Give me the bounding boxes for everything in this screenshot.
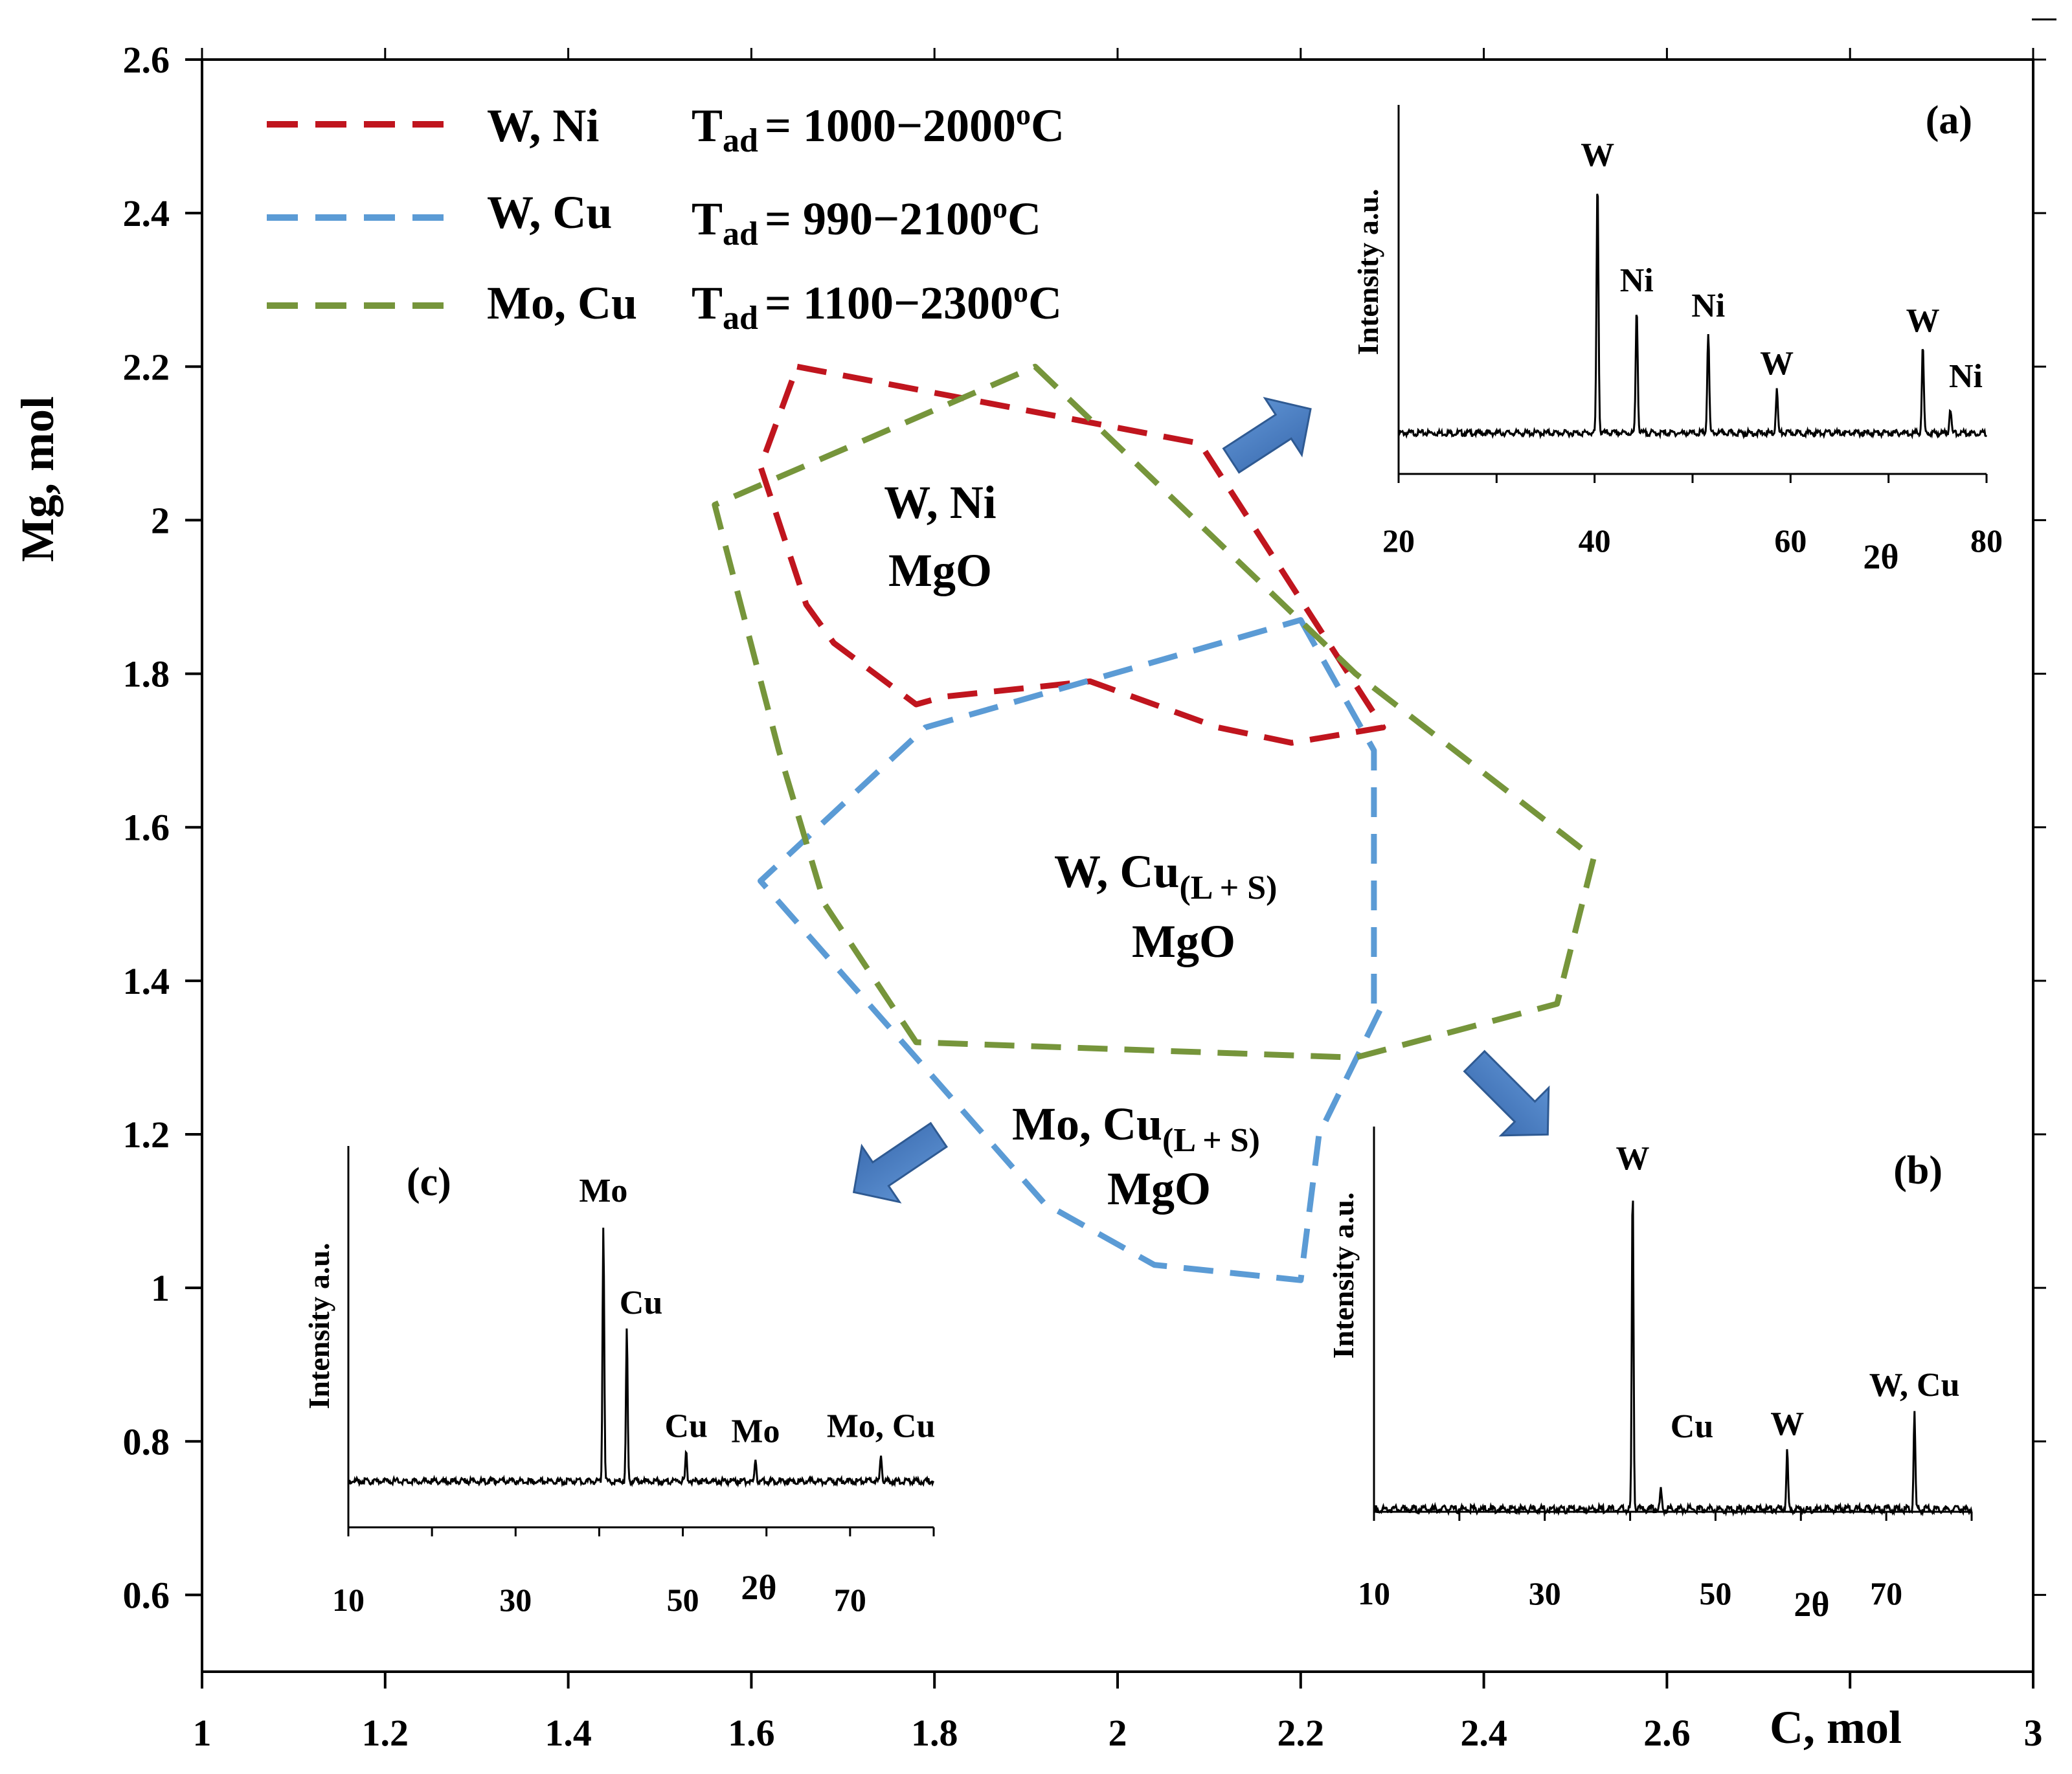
y-tick-label: 2.4 xyxy=(123,192,170,234)
inset-x-tick-label: 20 xyxy=(1382,522,1415,559)
inset-x-tick-label: 10 xyxy=(332,1582,365,1618)
inset-x-tick-label: 30 xyxy=(499,1582,532,1618)
y-tick-label: 0.8 xyxy=(123,1420,170,1463)
xrd-inset-c: 10 30 50 70 Mo Cu Cu Mo Mo, Cu (c) 2θ Intensity a.u… xyxy=(302,1146,935,1618)
xrd-pattern-trace xyxy=(348,1228,935,1488)
arrow-to-inset-a xyxy=(1222,397,1312,474)
peak-label-w: W xyxy=(1581,137,1614,174)
y-axis-title: Mg, mol xyxy=(12,396,63,562)
inset-y-axis-title: Intensity a.u. xyxy=(1327,1193,1360,1359)
inset-x-tick-label: 80 xyxy=(1970,522,2003,559)
legend-entry-mo-cu: Mo, Cu Tad = 1100−2300oC xyxy=(267,275,1062,337)
x-tick-label: 2.2 xyxy=(1278,1712,1325,1754)
xrd-pattern-trace xyxy=(1397,194,1988,440)
xrd-pattern-trace xyxy=(1373,1200,1973,1517)
legend-temp-mo-cu: Tad = 1100−2300oC xyxy=(692,275,1062,337)
peak-label-ni: Ni xyxy=(1620,262,1654,299)
peak-label-ni: Ni xyxy=(1949,358,1983,395)
x-axis-ticks: 1 1.2 1.4 1.6 1.8 2 2.2 2.4 2.6 3 xyxy=(193,48,2043,1754)
inset-x-tick-label: 30 xyxy=(1529,1575,1561,1611)
inset-x-tick-label: 10 xyxy=(1358,1575,1390,1611)
x-tick-label: 1.4 xyxy=(545,1712,592,1754)
region-label-mo-cu-line2: MgO xyxy=(1107,1163,1211,1215)
x-tick-label: 1.2 xyxy=(362,1712,409,1754)
legend: W, Ni Tad = 1000−2000oC W, Cu Tad = 990−21… xyxy=(267,98,1064,337)
peak-label-ni: Ni xyxy=(1691,287,1725,324)
x-tick-label: 1.8 xyxy=(911,1712,958,1754)
arrow-to-inset-b xyxy=(1463,1050,1550,1137)
series-boundary-mo-cu xyxy=(712,363,1597,1061)
legend-label-w-cu: W, Cu xyxy=(487,186,612,238)
series-boundary-w-ni xyxy=(758,363,1386,746)
y-tick-label: 2.2 xyxy=(123,346,170,388)
inset-y-axis-title: Intensity a.u. xyxy=(1351,189,1384,355)
y-tick-label: 1 xyxy=(151,1267,170,1309)
peak-label-cu: Cu xyxy=(620,1285,662,1321)
inset-tag: (b) xyxy=(1893,1149,1942,1193)
region-label-w-ni-line2: MgO xyxy=(888,545,992,596)
series-layer xyxy=(712,363,1597,1283)
region-label-mo-cu: Mo, Cu(L + S) MgO xyxy=(1012,1098,1260,1215)
peak-label-w: W xyxy=(1770,1406,1804,1443)
legend-temp-w-cu: Tad = 990−2100oC xyxy=(692,191,1041,253)
y-tick-label: 1.6 xyxy=(123,807,170,849)
inset-x-axis-title: 2θ xyxy=(1863,537,1898,576)
peak-label-w: W xyxy=(1616,1140,1650,1177)
y-tick-label: 0.6 xyxy=(123,1574,170,1616)
peak-label-w: W xyxy=(1906,302,1940,339)
y-tick-label: 2 xyxy=(151,499,170,541)
x-tick-label: 2 xyxy=(1109,1712,1127,1754)
legend-entry-w-cu: W, Cu Tad = 990−2100oC xyxy=(267,186,1041,253)
region-label-w-cu: W, Cu(L + S) MgO xyxy=(1054,846,1277,967)
x-tick-label: 3 xyxy=(2024,1712,2043,1754)
peak-label-cu: Cu xyxy=(1671,1408,1713,1445)
y-tick-label: 1.2 xyxy=(123,1114,170,1156)
inset-x-tick-label: 40 xyxy=(1579,522,1611,559)
y-axis-ticks: 0.6 0.8 1 1.2 1.4 1.6 1.8 2 2.2 2.4 2.6 xyxy=(123,39,2046,1616)
inset-x-tick-label: 70 xyxy=(1870,1575,1902,1611)
inset-tag: (c) xyxy=(407,1160,451,1204)
legend-temp-w-ni: Tad = 1000−2000oC xyxy=(692,98,1064,159)
y-tick-label: 1.4 xyxy=(123,960,170,1002)
legend-entry-w-ni: W, Ni Tad = 1000−2000oC xyxy=(267,98,1064,159)
x-tick-label: 1.6 xyxy=(728,1712,775,1754)
inset-x-tick-label: 70 xyxy=(834,1582,866,1618)
peak-label-w-cu: W, Cu xyxy=(1869,1367,1960,1404)
series-boundary-w-cu xyxy=(758,617,1386,1283)
region-label-mo-cu-line1: Mo, Cu(L + S) xyxy=(1012,1098,1260,1159)
peak-label-mo-cu: Mo, Cu xyxy=(827,1408,936,1444)
xrd-inset-b: 10 30 50 70 W Cu W W, Cu (b) 2θ Intensity a.u. xyxy=(1327,1127,1973,1624)
inset-x-tick-label: 50 xyxy=(667,1582,699,1618)
peak-label-w: W xyxy=(1760,345,1794,382)
region-label-w-cu-line2: MgO xyxy=(1132,915,1235,967)
inset-x-tick-label: 60 xyxy=(1774,522,1807,559)
x-tick-label: 2.6 xyxy=(1643,1712,1691,1754)
legend-label-w-ni: W, Ni xyxy=(487,100,599,152)
peak-label-mo: Mo xyxy=(579,1173,627,1209)
region-label-w-ni: W, Ni MgO xyxy=(884,477,996,596)
peak-label-mo: Mo xyxy=(731,1413,780,1450)
x-tick-label: 1 xyxy=(193,1712,212,1754)
region-label-w-ni-line1: W, Ni xyxy=(884,477,996,528)
inset-x-axis-title: 2θ xyxy=(1794,1585,1829,1624)
legend-label-mo-cu: Mo, Cu xyxy=(487,277,637,329)
peak-label-cu: Cu xyxy=(664,1408,707,1444)
inset-x-tick-label: 50 xyxy=(1699,1575,1731,1611)
y-tick-label: 2.6 xyxy=(123,39,170,81)
inset-tag: (a) xyxy=(1926,98,1972,142)
x-tick-label: 2.4 xyxy=(1460,1712,1507,1754)
arrow-to-inset-c xyxy=(852,1121,949,1204)
inset-x-axis-title: 2θ xyxy=(741,1568,776,1607)
inset-y-axis-title: Intensity a.u. xyxy=(302,1243,335,1409)
x-axis-title: C, mol xyxy=(1770,1701,1902,1753)
region-label-w-cu-line1: W, Cu(L + S) xyxy=(1054,846,1277,906)
y-tick-label: 1.8 xyxy=(123,653,170,695)
